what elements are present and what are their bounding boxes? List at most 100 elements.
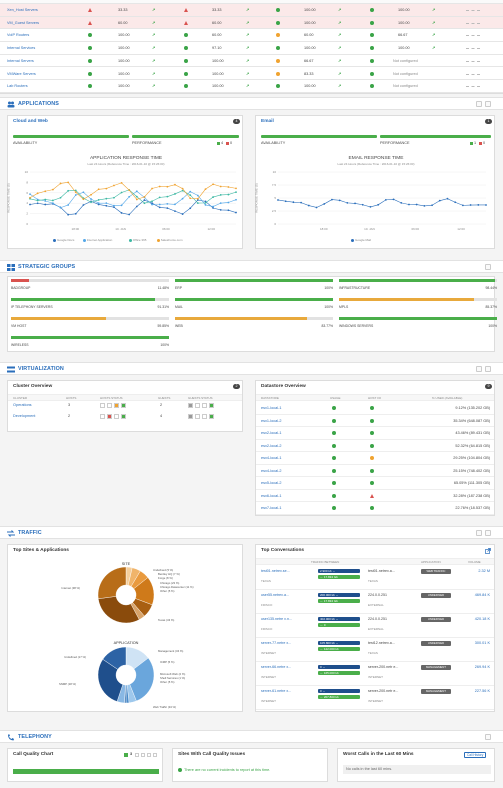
datastore-used: 35.34% (648.087 GB)	[453, 418, 490, 423]
group-name[interactable]: MPLS	[339, 305, 349, 309]
group-name[interactable]: WINDOWS SERVERS	[339, 324, 374, 328]
trend-icon: ↗	[432, 46, 436, 51]
legend-label[interactable]: Office 365	[132, 238, 147, 242]
cloud-web-count: 4	[233, 119, 240, 124]
conv-destination[interactable]: server-200.netr e...	[368, 665, 399, 669]
conv-app-badge[interactable]: MANAGEMENT	[421, 689, 451, 694]
conv-destination-loc: INTERNET	[368, 675, 383, 679]
series-point	[166, 185, 169, 188]
datastore-name[interactable]: esx4-local-1	[261, 456, 282, 460]
legend-label[interactable]: Internet Application	[86, 238, 113, 242]
datastore-name[interactable]: esx1-local-2	[261, 418, 282, 423]
series-point	[235, 187, 237, 190]
group-name[interactable]: IP TELEPHONY SERVERS	[11, 305, 53, 309]
conv-destination[interactable]: test12.netrex.a...	[368, 641, 395, 645]
series-line	[29, 189, 237, 204]
top-row-name[interactable]: VMWare Servers	[7, 71, 36, 76]
conv-source[interactable]: user135.netre x.n...	[261, 617, 292, 621]
series-line	[29, 182, 237, 200]
status-icon	[88, 20, 92, 25]
trend-icon: ↗	[432, 8, 436, 12]
group-name[interactable]: WIRELESS	[11, 343, 29, 347]
conv-app-badge[interactable]: WEB TRAFFIC	[421, 569, 451, 574]
cluster-name[interactable]: Development	[13, 414, 36, 418]
conv-source[interactable]: test01.netrex.se...	[261, 569, 290, 573]
series-point	[151, 202, 153, 205]
traffic-collapse-button[interactable]	[476, 530, 482, 536]
trend-icon: ↗	[246, 84, 250, 89]
telephony-settings-button[interactable]	[485, 734, 491, 740]
email-performance-bar	[380, 135, 491, 138]
arrows-icon	[7, 530, 15, 537]
conv-app-badge[interactable]: UNDEFINED	[421, 641, 451, 646]
collapse-button[interactable]	[476, 101, 482, 107]
row-menu-dashes[interactable]	[466, 73, 480, 75]
datastore-name[interactable]: esx2-local-1	[261, 431, 282, 435]
datastore-name[interactable]: esx7-local-1	[261, 506, 282, 510]
datastore-name[interactable]: esx1-local-1	[261, 406, 282, 410]
row-menu-dashes[interactable]	[466, 86, 480, 88]
conv-destination[interactable]: 224.0.0.251	[368, 593, 387, 597]
external-link-icon[interactable]	[485, 548, 491, 554]
settings-button[interactable]	[485, 101, 491, 107]
top-row-name[interactable]: Internal Servers	[7, 58, 34, 63]
strategic-settings-button[interactable]	[485, 264, 491, 270]
top-row-value-c: 100.00	[304, 8, 316, 12]
legend-label[interactable]: Google Mail	[355, 238, 372, 242]
row-menu-dashes[interactable]	[466, 60, 480, 62]
traffic-settings-button[interactable]	[485, 530, 491, 536]
group-name[interactable]: VM HOST	[11, 324, 27, 328]
conv-destination[interactable]: 224.0.0.251	[368, 617, 387, 621]
series-point	[82, 191, 85, 194]
conv-source[interactable]: server-61.netre x...	[261, 689, 292, 693]
row-menu-dashes[interactable]	[466, 35, 480, 37]
conv-col-application: APPLICATION	[421, 560, 441, 564]
conv-destination[interactable]: server-200.netr e...	[368, 689, 399, 693]
datastore-name[interactable]: esx6-local-1	[261, 493, 282, 498]
series-point	[90, 193, 92, 196]
group-name[interactable]: WEB	[175, 324, 183, 328]
top-row-name[interactable]: VM_Guest Servers	[7, 20, 40, 25]
conversations-header-row: TRAFFIC BETWEEN APPLICATION VOLUME	[256, 558, 494, 565]
datastore-name[interactable]: esx2-local-2	[261, 443, 282, 448]
datastore-header-row: DATASTORE USAGE HOST I/O % USED (AVAILAB…	[256, 394, 494, 401]
status-icon	[88, 46, 92, 51]
group-name[interactable]: MAIL	[175, 305, 183, 309]
conv-source[interactable]: server-66.netre x...	[261, 665, 292, 669]
top-row-name[interactable]: Internal Services	[7, 46, 36, 51]
row-menu-dashes[interactable]	[466, 10, 480, 11]
series-point	[105, 187, 108, 190]
datastore-name[interactable]: esx5-local-2	[261, 481, 282, 485]
series-point	[97, 202, 100, 205]
legend-label[interactable]: Google Docs	[57, 238, 75, 242]
virt-settings-button[interactable]	[485, 366, 491, 372]
conv-app-badge[interactable]: UNDEFINED	[421, 593, 451, 598]
datastore-row: esx2-local-2 52.32% (64.815 GB)	[256, 440, 494, 452]
series-point	[151, 203, 153, 206]
y-tick-label: 10	[273, 170, 277, 174]
conv-destination[interactable]: test01.netrex.a...	[368, 569, 395, 573]
row-menu-dashes[interactable]	[466, 48, 480, 50]
virt-collapse-button[interactable]	[476, 366, 482, 372]
series-point	[204, 188, 207, 191]
datastore-name[interactable]: esx4-local-2	[261, 468, 282, 473]
series-point	[105, 204, 108, 207]
conv-source[interactable]: server-77.netre x...	[261, 641, 292, 645]
top-row-name[interactable]: Lab Routers	[7, 84, 28, 89]
conv-app-badge[interactable]: UNDEFINED	[421, 617, 451, 622]
top-row-name[interactable]: Xen_Host Servers	[7, 8, 38, 12]
cloud-web-title[interactable]: Cloud and Web	[13, 119, 48, 124]
email-title[interactable]: Email	[261, 119, 274, 124]
conv-rate-out: 105.800 kb ↔	[318, 641, 360, 645]
conv-app-badge[interactable]: MANAGEMENT	[421, 665, 451, 670]
availability-label: AVAILABILITY	[13, 141, 38, 145]
top-row-name[interactable]: VoIP Routers	[7, 33, 30, 38]
legend-label[interactable]: SalesForce.com	[160, 238, 183, 242]
cluster-name[interactable]: Operations	[13, 403, 32, 407]
conv-source[interactable]: user55.netrex.a...	[261, 593, 289, 597]
row-menu-dashes[interactable]	[466, 22, 480, 24]
group-name[interactable]: INFRASTRUCTURE	[339, 286, 371, 290]
call-history-button[interactable]: Call History	[464, 752, 487, 758]
group-name[interactable]: ERP	[175, 286, 182, 290]
group-name[interactable]: BADGROUP	[11, 286, 31, 290]
